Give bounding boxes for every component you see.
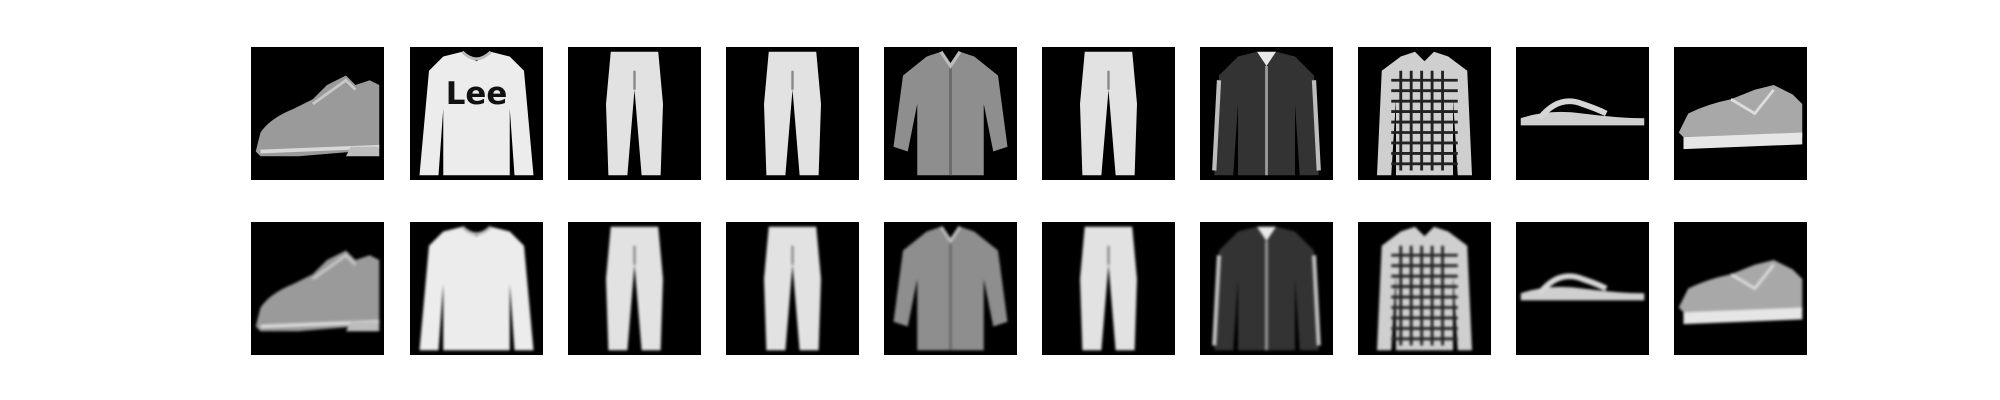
original-image-tile: Lee (410, 47, 543, 180)
original-image-tile (1358, 47, 1491, 180)
logo-text: Lee (446, 76, 508, 112)
original-image-tile (1516, 47, 1649, 180)
trouser-icon (606, 226, 663, 351)
original-image-tile (1674, 47, 1807, 180)
coat-icon (1212, 226, 1321, 351)
reconstruction-image-tile (1674, 222, 1807, 355)
trouser-icon (606, 51, 663, 176)
original-image-tile (1042, 47, 1175, 180)
plaid-shirt-icon (1377, 51, 1472, 176)
pullover-icon (419, 225, 534, 351)
reconstruction-image-tile (1516, 222, 1649, 355)
shirt-icon (893, 50, 1008, 176)
reconstruction-image-tile (726, 222, 859, 355)
reconstruction-image-tile (1200, 222, 1333, 355)
sandal-icon (1520, 273, 1645, 301)
trouser-icon (764, 51, 821, 176)
trouser-icon (764, 226, 821, 351)
sneaker-icon (1678, 260, 1803, 325)
pullover-icon: Lee (419, 50, 534, 176)
original-image-tile (1200, 47, 1333, 180)
reconstruction-image-tile (568, 222, 701, 355)
original-image-tile (884, 47, 1017, 180)
original-image-tile (568, 47, 701, 180)
original-image-tile (726, 47, 859, 180)
reconstruction-image-tile (884, 222, 1017, 355)
trouser-icon (1080, 51, 1137, 176)
reconstruction-image-tile (1042, 222, 1175, 355)
coat-icon (1212, 51, 1321, 176)
original-images-row: Lee (0, 47, 2000, 180)
plaid-shirt-icon (1377, 226, 1472, 351)
ankle-boot-icon (255, 250, 380, 332)
ankle-boot-icon (255, 75, 380, 157)
shirt-icon (893, 225, 1008, 351)
sneaker-icon (1678, 85, 1803, 150)
original-image-tile (251, 47, 384, 180)
reconstruction-image-tile (410, 222, 543, 355)
reconstruction-image-tile (251, 222, 384, 355)
trouser-icon (1080, 226, 1137, 351)
sandal-icon (1520, 98, 1645, 126)
reconstruction-image-tile (1358, 222, 1491, 355)
reconstructed-images-row (0, 222, 2000, 355)
